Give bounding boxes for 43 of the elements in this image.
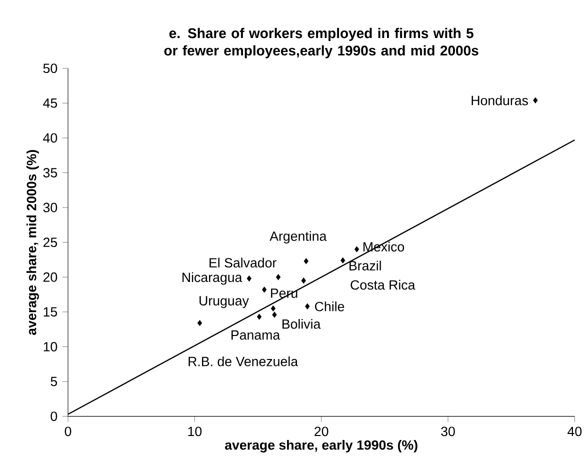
- point: [257, 314, 262, 320]
- point: [301, 278, 306, 284]
- y-tick-label: 30: [43, 202, 58, 212]
- point: [246, 276, 252, 282]
- annotation: R.B. de Venezuela: [188, 356, 298, 366]
- y-tick-label: 5: [50, 376, 58, 386]
- y-tick-label: 20: [43, 272, 58, 282]
- annotation: Chile: [315, 301, 344, 312]
- point: [270, 306, 276, 312]
- chart-title: e. Share of workers employed in firms with 5 or fewer employees,early 1990s and mid 2000s: [164, 28, 478, 58]
- x-tick-label: 30: [441, 426, 455, 436]
- point: [354, 246, 360, 252]
- point: [262, 286, 267, 293]
- y-tick-label: 45: [43, 98, 58, 108]
- x-tick-label: 0: [64, 426, 72, 436]
- point: [276, 274, 281, 280]
- y-tick-label: 25: [43, 238, 58, 248]
- x-tick-label: 10: [188, 426, 202, 436]
- x-axis-title: average share, early 1990s (%): [225, 440, 418, 452]
- annotation: Nicaragua: [182, 272, 242, 285]
- point: [533, 97, 538, 104]
- point: [305, 303, 310, 310]
- point: [197, 320, 202, 326]
- y-tick-label: 0: [50, 412, 58, 422]
- y-tick-label: 10: [44, 342, 58, 352]
- x-tick-label: 20: [314, 426, 328, 436]
- point: [340, 257, 346, 264]
- point: [272, 312, 277, 318]
- annotation: El Salvador: [210, 258, 276, 268]
- annotation: Panama: [232, 330, 280, 340]
- y-axis-title: average share, mid 2000s (%): [26, 150, 39, 335]
- annotation: Costa Rica: [350, 280, 416, 290]
- x-tick-label: 40: [568, 426, 582, 436]
- annotation: Honduras: [472, 95, 528, 106]
- y-tick-label: 40: [43, 133, 58, 143]
- annotation: Argentina: [270, 231, 327, 244]
- annotation: Bolivia: [282, 318, 321, 329]
- point: [304, 258, 308, 264]
- y-tick-label: 35: [43, 168, 58, 178]
- annotation: Brazil: [350, 260, 381, 270]
- y-tick-label: 15: [44, 307, 58, 317]
- annotation: Uruguay: [200, 296, 249, 308]
- y-tick-label: 50: [43, 64, 58, 74]
